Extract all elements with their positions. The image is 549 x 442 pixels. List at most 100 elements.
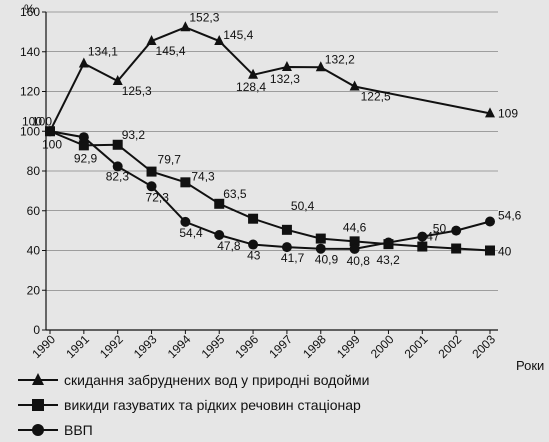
data-point <box>451 225 462 236</box>
x-tick-label: 2003 <box>469 332 498 361</box>
data-label: 93,2 <box>122 128 146 142</box>
data-point <box>315 243 326 254</box>
x-tick-label: 1994 <box>165 332 194 361</box>
data-point <box>112 139 123 150</box>
data-point <box>349 80 360 91</box>
data-label: 132,2 <box>325 52 355 66</box>
data-point <box>214 198 225 209</box>
data-label: 40,8 <box>347 254 371 268</box>
series-group <box>45 21 495 256</box>
y-tick-label: 60 <box>27 204 41 218</box>
data-point <box>45 126 55 137</box>
series-line <box>49 130 491 250</box>
x-tick-label: 2002 <box>435 332 464 361</box>
data-label: 40 <box>498 245 512 259</box>
data-point <box>451 243 462 254</box>
x-tick-label: 1996 <box>232 332 261 361</box>
data-label: 54,4 <box>179 226 203 240</box>
data-point <box>349 243 360 254</box>
data-point <box>248 239 259 250</box>
data-label: 100 <box>42 137 62 151</box>
data-label: 43 <box>247 249 261 263</box>
data-point <box>315 61 326 72</box>
y-tick-label: 140 <box>20 45 40 59</box>
y-tick-label: 20 <box>27 283 41 297</box>
data-label: 145,4 <box>156 44 186 58</box>
data-point <box>248 213 259 224</box>
data-point <box>180 177 191 188</box>
series-circle <box>45 126 495 254</box>
data-point <box>146 181 157 192</box>
data-point <box>214 35 225 46</box>
data-label: 134,1 <box>88 44 118 58</box>
x-tick-label: 2000 <box>368 332 397 361</box>
legend-label: скидання забруднених вод у природні водо… <box>64 372 369 388</box>
data-label: 47,8 <box>217 239 241 253</box>
legend-label: ВВП <box>64 422 93 438</box>
y-tick-label: 80 <box>27 164 41 178</box>
data-label: 43,2 <box>376 253 400 267</box>
y-tick-label: 40 <box>27 244 41 258</box>
data-point <box>214 229 225 240</box>
data-point <box>485 216 495 227</box>
data-label: 152,3 <box>189 10 219 24</box>
x-tick-label: 1993 <box>131 332 160 361</box>
data-label: 145,4 <box>223 28 253 42</box>
y-axis-label: % <box>24 2 35 16</box>
data-label: 100 <box>32 114 52 128</box>
data-point <box>417 241 428 252</box>
series-triangle <box>45 21 495 136</box>
data-point <box>485 245 495 256</box>
y-tick-label: 0 <box>33 323 40 337</box>
data-point <box>112 74 123 85</box>
data-label: 41,7 <box>281 251 305 265</box>
data-label: 92,9 <box>74 151 98 165</box>
data-point <box>180 216 191 227</box>
data-point <box>281 61 292 72</box>
y-tick-label: 120 <box>20 85 40 99</box>
data-point <box>32 373 44 385</box>
data-point <box>383 237 394 248</box>
data-point <box>485 107 495 118</box>
data-label: 125,3 <box>122 84 152 98</box>
data-label: 50 <box>433 222 447 236</box>
data-label: 128,4 <box>236 80 266 94</box>
data-label: 47 <box>426 230 440 244</box>
x-tick-label: 1991 <box>63 332 92 361</box>
data-label: 44,6 <box>343 220 367 234</box>
legend-label: викиди газуватих та рідких речовин стаці… <box>64 397 361 413</box>
series-square <box>45 126 495 256</box>
data-label: 79,7 <box>158 153 182 167</box>
data-point <box>417 231 428 242</box>
x-tick-label: 1992 <box>97 332 126 361</box>
data-labels: 100 134,1 125,3 145,4 152,3 145,4 128,4 132,3 13… <box>22 10 522 268</box>
data-label: 40,9 <box>315 253 339 267</box>
legend: скидання забруднених вод у природні водо… <box>18 372 369 438</box>
data-point <box>146 166 157 177</box>
data-label: 50,4 <box>291 199 315 213</box>
data-point <box>248 68 259 79</box>
y-tick-label: 100 <box>20 124 40 138</box>
data-point <box>349 236 360 247</box>
data-point <box>32 424 44 436</box>
data-label: 72,3 <box>146 190 170 204</box>
data-point <box>315 233 326 244</box>
data-label: 82,3 <box>106 169 130 183</box>
x-tick-label: 2001 <box>402 332 431 361</box>
x-tick-label: 1995 <box>199 332 228 361</box>
data-point <box>78 140 89 151</box>
data-label: 109 <box>498 106 518 120</box>
data-label: 74,3 <box>191 169 215 183</box>
x-axis-label: Роки <box>516 358 544 373</box>
data-label: 54,6 <box>498 208 522 222</box>
grid-lines <box>46 11 498 291</box>
data-point <box>180 21 191 32</box>
data-point <box>78 132 89 143</box>
data-label: 132,3 <box>270 72 300 86</box>
data-point <box>32 399 44 411</box>
data-point <box>112 161 123 172</box>
x-tick-label: 1998 <box>300 332 329 361</box>
data-point <box>146 35 157 46</box>
data-label: 122,5 <box>361 90 391 104</box>
